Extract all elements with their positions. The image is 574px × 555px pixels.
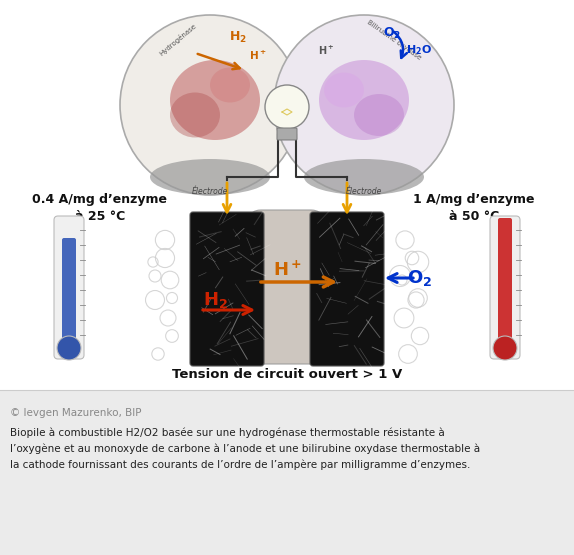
Circle shape [120,15,300,195]
Text: $\mathbf{H_2O}$: $\mathbf{H_2O}$ [406,43,432,57]
FancyBboxPatch shape [490,216,520,359]
Text: $\mathbf{H^+}$: $\mathbf{H^+}$ [318,43,334,57]
Text: 1 A/mg d’enzyme: 1 A/mg d’enzyme [413,193,535,206]
Text: $\mathbf{H^+}$: $\mathbf{H^+}$ [249,48,267,62]
Circle shape [493,336,517,360]
FancyBboxPatch shape [249,210,323,364]
Circle shape [274,15,454,195]
FancyBboxPatch shape [277,128,297,140]
FancyBboxPatch shape [498,218,512,342]
Ellipse shape [324,73,364,108]
Text: Bilirubine oxydase: Bilirubine oxydase [366,19,422,61]
Text: $\mathbf{H_2}$: $\mathbf{H_2}$ [203,290,227,310]
Circle shape [265,85,309,129]
Ellipse shape [354,94,404,136]
FancyBboxPatch shape [62,238,76,342]
Ellipse shape [170,60,260,140]
Text: Électrode: Électrode [346,187,382,196]
Ellipse shape [319,60,409,140]
Text: $\mathbf{H_2}$: $\mathbf{H_2}$ [229,29,247,44]
Ellipse shape [150,159,270,195]
Ellipse shape [170,93,220,138]
FancyBboxPatch shape [54,216,84,359]
Text: la cathode fournissant des courants de l’ordre de l’ampère par milligramme d’enz: la cathode fournissant des courants de l… [10,459,470,470]
Text: © Ievgen Mazurenko, BIP: © Ievgen Mazurenko, BIP [10,408,142,418]
Text: à 50 °C: à 50 °C [449,210,499,223]
Circle shape [57,336,81,360]
Text: $\mathbf{H^+}$: $\mathbf{H^+}$ [273,260,301,280]
Text: Électrode: Électrode [192,187,228,196]
Text: Biopile à combustible H2/O2 basée sur une hydrogénase thermostable résistante à: Biopile à combustible H2/O2 basée sur un… [10,427,445,437]
Text: $\mathbf{O_2}$: $\mathbf{O_2}$ [408,268,433,288]
Bar [0,0,574,390]
FancyBboxPatch shape [190,212,264,366]
Bar [0,390,574,555]
Text: l’oxygène et au monoxyde de carbone à l’anode et une bilirubine oxydase thermost: l’oxygène et au monoxyde de carbone à l’… [10,443,480,453]
FancyBboxPatch shape [310,212,384,366]
Text: $\mathbf{O_2}$: $\mathbf{O_2}$ [383,26,401,41]
Text: 0.4 A/mg d’enzyme: 0.4 A/mg d’enzyme [33,193,168,206]
Ellipse shape [304,159,424,195]
Text: Hydrogénase: Hydrogénase [158,23,198,58]
Text: à 25 °C: à 25 °C [75,210,125,223]
Text: Tension de circuit ouvert > 1 V: Tension de circuit ouvert > 1 V [172,368,402,381]
Ellipse shape [210,68,250,103]
